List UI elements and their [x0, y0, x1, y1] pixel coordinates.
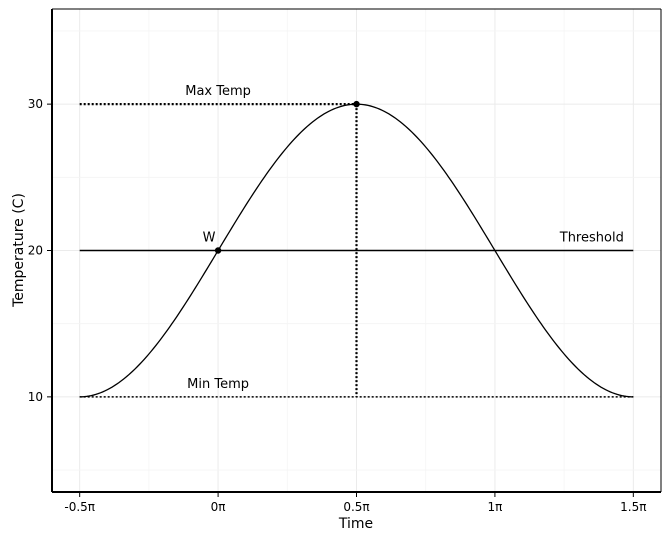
min-temp-label: Min Temp [187, 377, 249, 392]
x-tick-label-3: 1π [487, 500, 502, 514]
threshold-label: Threshold [559, 231, 624, 246]
x-tick-label-4: 1.5π [620, 500, 646, 514]
guide-lines [79, 103, 634, 398]
data-point-0 [214, 247, 222, 254]
y-tick-label-2: 30 [28, 97, 43, 111]
point-w-label: W [203, 231, 216, 246]
x-axis-title: Time [338, 516, 373, 532]
y-tick-label-0: 10 [28, 390, 43, 404]
x-tick-label-1: 0π [211, 500, 226, 514]
x-tick-label-0: -0.5π [64, 500, 95, 514]
points-layer [214, 100, 360, 254]
y-tick-label-1: 20 [28, 244, 43, 258]
y-axis-title: Temperature (C) [11, 193, 27, 308]
data-point-1 [353, 100, 360, 108]
max-temp-label: Max Temp [185, 84, 251, 99]
axis-ticks: -0.5π 0π 0.5π 1π 1.5π 10 20 30 [28, 97, 647, 514]
x-tick-label-2: 0.5π [343, 500, 369, 514]
